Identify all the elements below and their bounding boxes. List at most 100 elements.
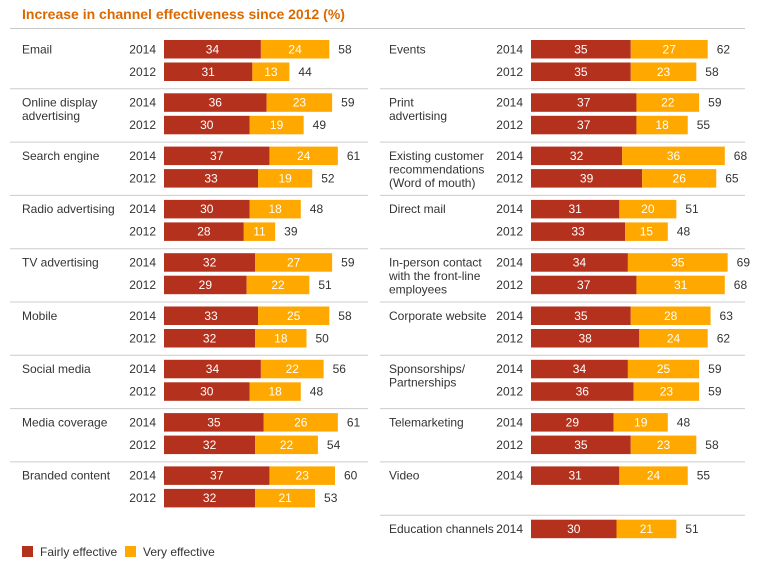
value-total-tv-advertising-2012: 51 [318, 278, 332, 292]
year-label-radio-advertising-2014: 2014 [129, 202, 156, 216]
bar-very-direct-mail-2012 [625, 222, 668, 241]
value-total-education-channels-2014: 51 [685, 522, 699, 536]
bar-very-corporate-website-2012 [639, 329, 708, 348]
value-fairly-search-engine-2012: 33 [204, 171, 218, 185]
year-label-media-coverage-2012: 2012 [129, 438, 156, 452]
value-very-in-person-contact-with-the-front-line-employees-2012: 31 [674, 278, 688, 292]
value-very-branded-content-2012: 21 [278, 491, 292, 505]
year-label-search-engine-2014: 2014 [129, 149, 156, 163]
value-total-corporate-website-2014: 63 [720, 309, 734, 323]
bar-fairly-corporate-website-2012 [531, 329, 640, 348]
legend-swatch-very-effective [125, 546, 136, 557]
value-fairly-telemarketing-2014: 29 [566, 415, 580, 429]
value-total-media-coverage-2012: 54 [327, 438, 341, 452]
value-very-radio-advertising-2014: 18 [268, 202, 282, 216]
value-total-existing-customer-recommendations-word-of-mouth-2012: 65 [725, 171, 739, 185]
year-label-telemarketing-2012: 2012 [496, 438, 523, 452]
value-fairly-email-2014: 34 [206, 42, 220, 56]
channel-label-corporate-website: Corporate website [389, 309, 487, 323]
bar-fairly-search-engine-2012 [164, 169, 259, 188]
year-label-telemarketing-2014: 2014 [496, 415, 523, 429]
bar-fairly-sponsorships-partnerships-2014 [531, 359, 628, 379]
value-total-sponsorships-partnerships-2014: 59 [708, 362, 722, 376]
value-very-sponsorships-partnerships-2014: 25 [657, 362, 671, 376]
value-fairly-search-engine-2014: 37 [210, 149, 224, 163]
bar-very-media-coverage-2014 [263, 413, 338, 432]
bar-very-telemarketing-2014 [613, 413, 668, 432]
bar-fairly-radio-advertising-2014 [164, 199, 250, 219]
value-fairly-sponsorships-partnerships-2014: 34 [573, 362, 587, 376]
year-label-print-advertising-2012: 2012 [496, 118, 523, 132]
year-label-existing-customer-recommendations-word-of-mouth-2012: 2012 [496, 171, 523, 185]
value-fairly-mobile-2014: 33 [204, 309, 218, 323]
bar-very-media-coverage-2012 [255, 435, 318, 455]
year-label-online-display-advertising-2014: 2014 [129, 96, 156, 110]
value-total-social-media-2014: 56 [333, 362, 347, 376]
value-total-social-media-2012: 48 [310, 385, 324, 399]
value-very-search-engine-2012: 19 [278, 171, 292, 185]
bar-very-mobile-2014 [258, 306, 330, 325]
value-fairly-media-coverage-2014: 35 [207, 415, 221, 429]
value-total-direct-mail-2014: 51 [685, 202, 699, 216]
bar-very-mobile-2012 [255, 329, 307, 348]
value-fairly-events-2014: 35 [574, 42, 588, 56]
year-label-search-engine-2012: 2012 [129, 171, 156, 185]
channel-label-email: Email [22, 42, 52, 56]
channel-label-search-engine: Search engine [22, 149, 100, 163]
value-fairly-existing-customer-recommendations-word-of-mouth-2014: 32 [570, 149, 584, 163]
bar-fairly-tv-advertising-2012 [164, 275, 247, 295]
year-label-media-coverage-2014: 2014 [129, 415, 156, 429]
value-fairly-sponsorships-partnerships-2012: 36 [576, 385, 590, 399]
bar-fairly-media-coverage-2014 [164, 413, 264, 432]
channel-label-radio-advertising: Radio advertising [22, 202, 115, 216]
bar-very-branded-content-2014 [269, 466, 335, 485]
value-very-video-2014: 24 [647, 469, 661, 483]
year-label-events-2012: 2012 [496, 65, 523, 79]
bar-very-sponsorships-partnerships-2014 [627, 359, 700, 379]
value-total-radio-advertising-2014: 48 [310, 202, 324, 216]
value-fairly-tv-advertising-2012: 29 [199, 278, 213, 292]
value-total-branded-content-2014: 60 [344, 469, 358, 483]
value-fairly-mobile-2012: 32 [203, 331, 217, 345]
bar-fairly-corporate-website-2014 [531, 306, 631, 325]
channel-label-social-media: Social media [22, 362, 91, 376]
channel-label-branded-content: Branded content [22, 469, 111, 483]
bar-very-education-channels-2014 [616, 519, 677, 539]
value-fairly-radio-advertising-2012: 28 [197, 225, 211, 239]
year-label-tv-advertising-2014: 2014 [129, 255, 156, 269]
value-very-branded-content-2014: 23 [296, 469, 310, 483]
value-fairly-email-2012: 31 [201, 65, 215, 79]
channel-label-media-coverage: Media coverage [22, 415, 108, 429]
bar-very-radio-advertising-2014 [249, 199, 301, 219]
channel-label-print-advertising: Print advertising [389, 96, 447, 124]
year-label-corporate-website-2012: 2012 [496, 331, 523, 345]
value-very-education-channels-2014: 21 [640, 522, 654, 536]
year-label-print-advertising-2014: 2014 [496, 96, 523, 110]
bar-very-existing-customer-recommendations-word-of-mouth-2012 [642, 169, 717, 188]
value-very-mobile-2014: 25 [287, 309, 301, 323]
value-total-media-coverage-2014: 61 [347, 415, 361, 429]
bar-fairly-direct-mail-2012 [531, 222, 626, 241]
year-label-branded-content-2012: 2012 [129, 491, 156, 505]
title-divider [10, 28, 745, 29]
value-very-in-person-contact-with-the-front-line-employees-2014: 35 [671, 255, 685, 269]
value-very-email-2014: 24 [288, 42, 302, 56]
value-fairly-corporate-website-2014: 35 [574, 309, 588, 323]
value-fairly-print-advertising-2014: 37 [577, 96, 591, 110]
value-total-tv-advertising-2014: 59 [341, 255, 355, 269]
bar-very-email-2014 [260, 40, 330, 59]
value-very-telemarketing-2012: 23 [657, 438, 671, 452]
value-total-corporate-website-2012: 62 [717, 331, 731, 345]
value-fairly-tv-advertising-2014: 32 [203, 255, 217, 269]
value-fairly-social-media-2012: 30 [200, 385, 214, 399]
value-fairly-in-person-contact-with-the-front-line-employees-2014: 34 [573, 255, 587, 269]
value-total-mobile-2012: 50 [316, 331, 330, 345]
value-very-online-display-advertising-2014: 23 [293, 96, 307, 110]
value-fairly-events-2012: 35 [574, 65, 588, 79]
value-very-print-advertising-2014: 22 [661, 96, 675, 110]
value-total-email-2014: 58 [338, 42, 352, 56]
year-label-online-display-advertising-2012: 2012 [129, 118, 156, 132]
value-total-search-engine-2012: 52 [321, 171, 335, 185]
value-fairly-direct-mail-2012: 33 [571, 225, 585, 239]
bar-very-radio-advertising-2012 [243, 222, 276, 241]
